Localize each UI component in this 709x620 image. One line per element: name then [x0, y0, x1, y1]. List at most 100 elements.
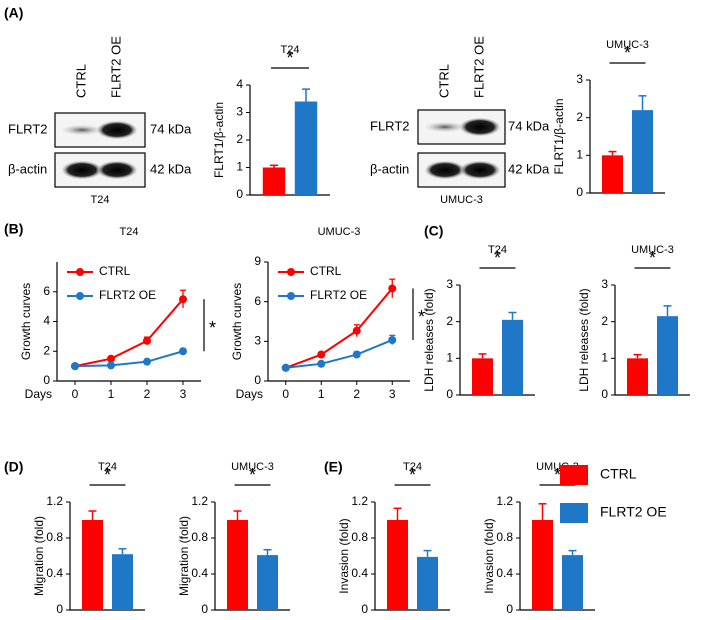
y-axis-label: FLRT1/β-actin	[552, 98, 566, 174]
legend-label: CTRL	[99, 264, 131, 278]
y-tick-label: 2	[576, 110, 583, 124]
y-tick-label: 1.2	[191, 494, 208, 508]
y-tick-label: 0.4	[191, 566, 208, 580]
x-tick-label: 1	[108, 387, 115, 401]
y-tick-label: 0.8	[191, 530, 208, 544]
annotation: *	[209, 318, 216, 338]
annotation: *	[409, 465, 416, 485]
data-point	[388, 336, 397, 345]
lane-label: FLRT2 OE	[108, 36, 123, 98]
blot-band	[62, 161, 102, 179]
x-tick-label: 3	[180, 387, 187, 401]
data-point	[352, 350, 361, 359]
data-point	[107, 361, 115, 370]
y-tick-label: 0	[601, 387, 608, 401]
data-point	[281, 363, 290, 372]
chart-title: UMUC-3	[631, 244, 674, 256]
y-axis-label: Growth curves	[19, 283, 33, 360]
blot-band	[460, 118, 500, 136]
y-tick-label: 0.8	[46, 530, 63, 544]
size-label: 42 kDa	[508, 161, 550, 176]
annotation: *	[418, 307, 425, 327]
series-line	[74, 350, 184, 368]
chart-title: T24	[488, 244, 507, 256]
y-axis-label: FLRT1/β-actin	[212, 102, 226, 178]
cell-label: T24	[91, 194, 110, 206]
legend-label: CTRL	[310, 264, 342, 278]
chart-title: T24	[98, 461, 117, 473]
legend-label: FLRT2 OE	[600, 504, 667, 520]
bar	[257, 555, 278, 610]
annotation: *	[104, 465, 111, 485]
bar	[632, 110, 653, 193]
y-tick-label: 1	[576, 148, 583, 162]
legend-label: FLRT2 OE	[99, 288, 156, 302]
bar	[502, 319, 523, 395]
lane-label: CTRL	[436, 64, 451, 98]
data-point	[107, 354, 115, 363]
bar	[417, 556, 438, 610]
data-point	[179, 347, 187, 356]
chart-title: T24	[403, 461, 422, 473]
protein-label: β-actin	[370, 161, 409, 176]
y-tick-label: 0	[506, 602, 513, 616]
annotation: *	[554, 465, 561, 485]
x-tick-label: 2	[353, 387, 360, 401]
bar	[82, 520, 103, 610]
annotation: *	[649, 248, 656, 268]
y-tick-label: 3	[601, 277, 608, 291]
y-tick-label: 0.4	[46, 566, 63, 580]
legend-marker	[76, 292, 84, 300]
y-tick-label: 0	[576, 185, 583, 199]
lane-label: FLRT2 OE	[471, 36, 486, 98]
lane-label: CTRL	[73, 64, 88, 98]
y-tick-label: 1	[446, 351, 453, 365]
chart-title: UMUC-3	[606, 39, 649, 51]
y-tick-label: 0.4	[496, 566, 513, 580]
y-tick-label: 2	[446, 314, 453, 328]
x-tick-label: 0	[72, 387, 79, 401]
y-tick-label: 6	[43, 284, 50, 298]
y-tick-label: 0.8	[351, 530, 368, 544]
blot-band	[425, 161, 465, 179]
y-axis-label: LDH releases (fold)	[422, 288, 436, 391]
y-tick-label: 4	[43, 314, 50, 328]
legend-swatch	[560, 465, 588, 485]
series-line	[285, 339, 393, 369]
y-tick-label: 3	[446, 277, 453, 291]
y-tick-label: 1.2	[351, 494, 368, 508]
y-tick-label: 1.2	[496, 494, 513, 508]
x-tick-label: 0	[282, 387, 289, 401]
bar	[112, 554, 133, 610]
x-tick-label: 3	[389, 387, 396, 401]
y-tick-label: 1	[601, 351, 608, 365]
data-point	[179, 295, 187, 304]
y-tick-label: 0	[56, 602, 63, 616]
legend-marker	[76, 268, 84, 276]
annotation: *	[249, 465, 256, 485]
y-tick-label: 3	[236, 105, 243, 119]
blot-band	[97, 121, 137, 139]
bar	[562, 555, 583, 610]
bar	[262, 167, 286, 195]
bar	[657, 316, 678, 395]
bar	[602, 155, 623, 193]
chart-title: T24	[281, 44, 300, 56]
data-point	[71, 362, 79, 371]
data-point	[143, 336, 151, 345]
y-tick-label: 0	[361, 602, 368, 616]
y-tick-label: 0	[254, 373, 261, 387]
y-tick-label: 3	[254, 334, 261, 348]
x-tick-label: 2	[144, 387, 151, 401]
blot-band	[425, 122, 465, 132]
y-tick-label: 6	[254, 294, 261, 308]
y-axis-label: LDH releases (fold)	[577, 288, 591, 391]
annotation: *	[494, 248, 501, 268]
series-line	[74, 298, 184, 368]
panel-label: (C)	[424, 223, 443, 239]
bar	[227, 520, 248, 610]
y-tick-label: 0	[201, 602, 208, 616]
protein-label: FLRT2	[8, 121, 48, 136]
blot-band	[460, 161, 500, 179]
